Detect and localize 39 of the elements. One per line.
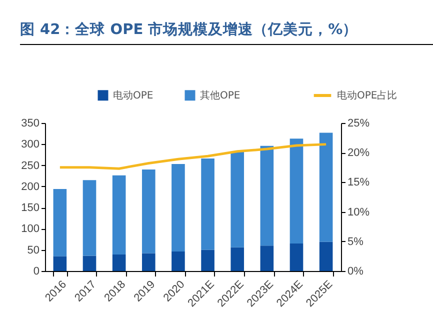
y-tick-label: 250 bbox=[21, 160, 40, 172]
y-tick-label: 100 bbox=[21, 223, 40, 236]
y-tick-label: 200 bbox=[21, 180, 40, 193]
legend-label: 电动OPE占比 bbox=[337, 90, 398, 102]
legend-label: 电动OPE bbox=[113, 89, 154, 102]
bar bbox=[290, 244, 304, 271]
bar bbox=[112, 175, 126, 255]
bar bbox=[201, 158, 214, 250]
bar bbox=[82, 256, 96, 271]
y-tick-label: 0 bbox=[33, 266, 40, 278]
y2-tick-label: 25% bbox=[348, 118, 370, 130]
bar bbox=[142, 253, 156, 271]
y2-tick-label: 10% bbox=[348, 206, 370, 218]
bar bbox=[142, 170, 156, 254]
bar bbox=[53, 188, 67, 256]
bar bbox=[82, 180, 96, 256]
bar bbox=[319, 132, 333, 242]
y-tick-label: 150 bbox=[21, 202, 40, 214]
y2-tick-label: 20% bbox=[348, 147, 370, 160]
y2-tick-label: 5% bbox=[348, 236, 364, 248]
y2-tick-label: 15% bbox=[348, 176, 370, 189]
bar bbox=[112, 254, 126, 271]
bar bbox=[230, 152, 244, 248]
bar bbox=[260, 246, 274, 271]
chart-title: 图 42：全球 OPE 市场规模及增速（亿美元，%） bbox=[20, 20, 433, 45]
legend-label: 其他OPE bbox=[200, 89, 240, 102]
bar bbox=[290, 138, 304, 244]
bar bbox=[201, 250, 214, 271]
y-tick-label: 300 bbox=[21, 138, 40, 151]
y-tick-label: 350 bbox=[21, 118, 40, 130]
y2-tick-label: 0% bbox=[348, 266, 364, 278]
bar bbox=[172, 164, 185, 252]
bar bbox=[319, 242, 333, 271]
bar bbox=[53, 256, 67, 271]
line-series bbox=[58, 143, 328, 170]
bar bbox=[172, 252, 185, 271]
bar bbox=[230, 247, 244, 271]
y-tick-label: 50 bbox=[27, 244, 40, 256]
bar bbox=[260, 146, 274, 246]
